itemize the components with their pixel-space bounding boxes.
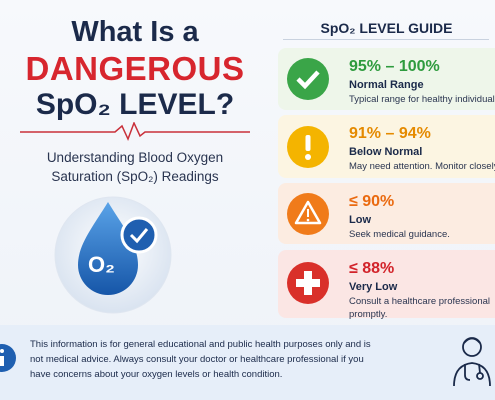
status-icon (287, 262, 329, 304)
description: Consult a healthcare professional prompt… (349, 296, 491, 320)
status-icon (287, 126, 329, 168)
doctor-icon (453, 337, 491, 387)
disclaimer: This information is for general educatio… (30, 339, 371, 380)
status-icon (287, 58, 329, 100)
description: Seek medical guidance. (349, 229, 450, 240)
description: May need attention. Monitor closely. (349, 161, 495, 172)
range: ≤ 88% (349, 260, 395, 277)
level-label: Normal Range (349, 79, 424, 91)
droplet-icon (54, 196, 172, 314)
divider (283, 39, 489, 40)
level-card: ≤ 90% Low Seek medical guidance. (278, 183, 495, 244)
level-label: Very Low (349, 281, 398, 293)
title-line: SpO₂ LEVEL? (35, 88, 235, 121)
range: 91% – 94% (349, 125, 431, 142)
status-icon (287, 193, 329, 235)
guide-title: SpO₂ LEVEL GUIDE (320, 20, 453, 36)
icon-label: O₂ (88, 252, 115, 277)
level-label: Low (349, 214, 371, 226)
subtitle: Understanding Blood Oxygen Saturation (S… (46, 150, 224, 184)
heartbeat-line (20, 122, 250, 141)
info-icon (0, 344, 16, 372)
footer (0, 325, 495, 400)
range: 95% – 100% (349, 58, 440, 75)
level-card: ≤ 88% Very Low Consult a healthcare profes… (278, 250, 495, 320)
level-card: 95% – 100% Normal Range Typical range for … (278, 48, 495, 110)
title-line: DANGEROUS (25, 50, 245, 87)
level-label: Below Normal (349, 146, 423, 158)
level-card: 91% – 94% Below Normal May need attention.… (278, 115, 495, 178)
title-line: What Is a (71, 16, 199, 48)
description: Typical range for healthy individuals (349, 94, 495, 105)
range: ≤ 90% (349, 193, 395, 210)
